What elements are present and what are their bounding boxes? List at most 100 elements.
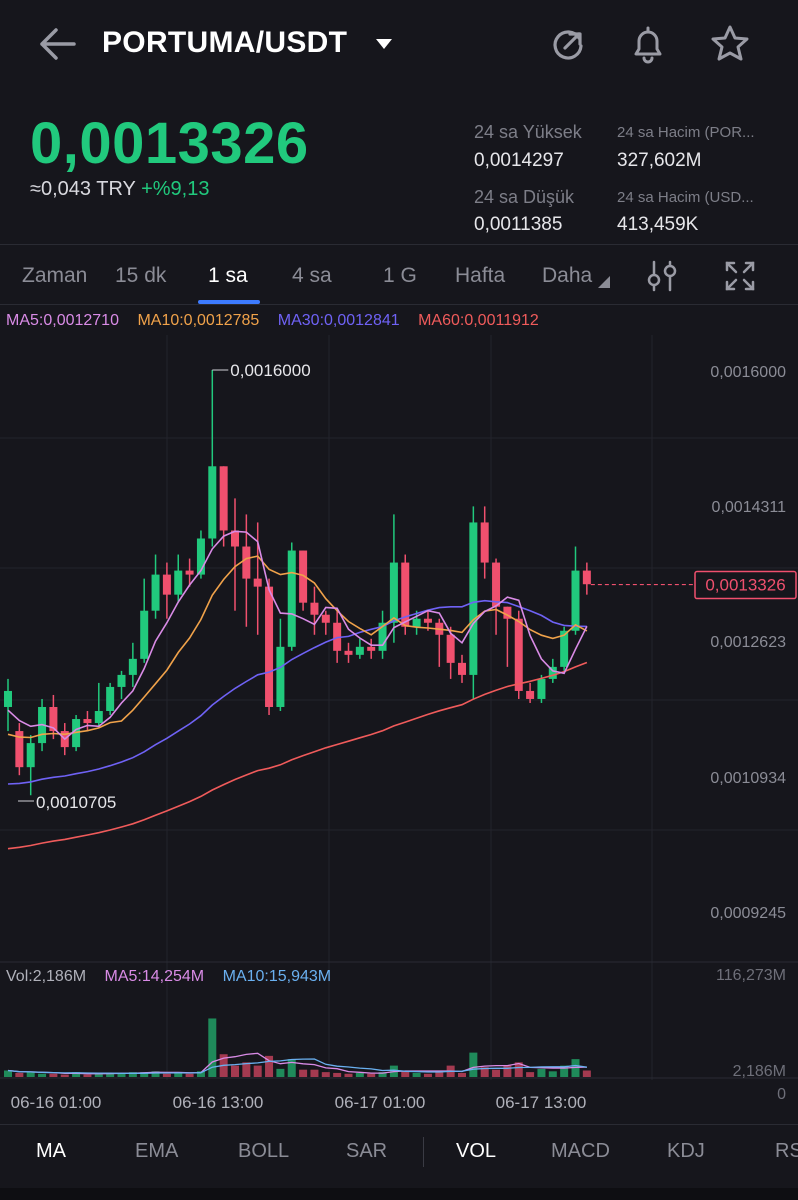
ma5-legend: MA5:0,0012710 bbox=[6, 312, 119, 329]
candle-body bbox=[560, 630, 569, 667]
volume-bar bbox=[582, 1070, 591, 1077]
candle-body bbox=[321, 614, 330, 623]
tab-4h[interactable]: 4 sa bbox=[292, 264, 332, 287]
more-caret-icon bbox=[598, 276, 610, 288]
candle-body bbox=[174, 570, 183, 595]
y-tick-label: 0,0016000 bbox=[710, 364, 786, 381]
candle-body bbox=[242, 546, 251, 579]
indicator-kdj[interactable]: KDJ bbox=[667, 1140, 705, 1162]
volume-bar bbox=[38, 1073, 47, 1077]
indicator-macd[interactable]: MACD bbox=[551, 1140, 610, 1162]
ma60-legend: MA60:0,0011912 bbox=[418, 312, 539, 329]
tab-more[interactable]: Daha bbox=[542, 264, 593, 287]
indicator-boll[interactable]: BOLL bbox=[238, 1140, 290, 1162]
volume-bar bbox=[435, 1072, 444, 1077]
refresh-icon[interactable] bbox=[546, 22, 590, 66]
ma30-line bbox=[7, 599, 587, 785]
volume-bar bbox=[287, 1059, 296, 1077]
vol-quote-value: 413,459K bbox=[617, 214, 699, 235]
caret-down-icon[interactable] bbox=[374, 36, 394, 52]
volume-bar bbox=[208, 1018, 217, 1077]
vol-base-value: 327,602M bbox=[617, 150, 702, 171]
ma60-line bbox=[7, 661, 588, 850]
candle-body bbox=[196, 538, 205, 575]
volume-bar bbox=[492, 1069, 501, 1077]
volume-bar bbox=[526, 1072, 535, 1077]
candle-body bbox=[412, 618, 421, 627]
pair-title[interactable]: PORTUMA/USDT bbox=[102, 26, 348, 59]
indicator-sar[interactable]: SAR bbox=[346, 1140, 388, 1162]
star-icon[interactable] bbox=[708, 22, 752, 66]
volume-bar bbox=[355, 1072, 364, 1077]
tab-time[interactable]: Zaman bbox=[22, 264, 88, 287]
candle-body bbox=[287, 550, 296, 647]
volume-bar bbox=[83, 1074, 92, 1077]
volume-bar bbox=[151, 1071, 160, 1077]
divider bbox=[0, 1124, 798, 1125]
volume-bar bbox=[469, 1052, 478, 1077]
candle-body bbox=[265, 586, 274, 707]
tab-1h[interactable]: 1 sa bbox=[208, 264, 248, 287]
tab-15m[interactable]: 15 dk bbox=[115, 264, 167, 287]
tab-week[interactable]: Hafta bbox=[455, 264, 506, 287]
indicator-vol[interactable]: VOL bbox=[456, 1140, 497, 1162]
candle-body bbox=[423, 618, 432, 623]
candle-body bbox=[231, 530, 239, 547]
volume-bar bbox=[253, 1065, 262, 1077]
volume-bar bbox=[321, 1072, 330, 1077]
candle-body bbox=[83, 719, 92, 724]
volume-axis-zero: 0 bbox=[777, 1086, 786, 1103]
candle-body bbox=[219, 466, 228, 531]
volume-bar bbox=[128, 1072, 137, 1077]
candle-body bbox=[355, 646, 364, 655]
indicator-rsi[interactable]: RSI bbox=[775, 1140, 798, 1162]
volume-bar bbox=[117, 1072, 126, 1077]
volume-bar bbox=[458, 1072, 466, 1077]
y-tick-label: 0,0014311 bbox=[712, 499, 787, 516]
indicator-settings-icon[interactable] bbox=[644, 260, 680, 292]
indicator-ema[interactable]: EMA bbox=[135, 1140, 179, 1162]
change-percent: +%9,13 bbox=[141, 178, 210, 200]
candle-body bbox=[469, 522, 478, 675]
candle-body bbox=[117, 674, 126, 687]
volume-bar bbox=[310, 1069, 319, 1077]
indicator-divider bbox=[423, 1137, 424, 1167]
volume-bar bbox=[367, 1073, 376, 1077]
volume-bar bbox=[4, 1070, 12, 1077]
candle-body bbox=[26, 743, 35, 768]
volume-bar bbox=[140, 1072, 149, 1077]
volume-axis-current: 2,186M bbox=[733, 1063, 786, 1080]
volume-bar bbox=[72, 1072, 81, 1077]
tab-1d[interactable]: 1 G bbox=[383, 264, 417, 287]
bottom-bar bbox=[0, 1188, 798, 1200]
volume-bar bbox=[378, 1072, 387, 1077]
volume-bar bbox=[480, 1067, 489, 1077]
vol-ma5-legend: MA5:14,254M bbox=[104, 968, 205, 985]
ma10-legend: MA10:0,0012785 bbox=[137, 312, 260, 329]
approx-value: ≈0,043 bbox=[30, 178, 92, 200]
candle-body bbox=[582, 570, 591, 585]
volume-bar bbox=[401, 1070, 410, 1077]
ma10-line bbox=[7, 555, 588, 739]
volume-bar bbox=[185, 1073, 194, 1077]
active-tab-indicator bbox=[198, 300, 260, 304]
volume-bar bbox=[242, 1062, 251, 1077]
volume-bar bbox=[571, 1059, 580, 1077]
candlestick-chart[interactable]: 0,0016000 0,0014311 0,0012623 0,0010934 0,00… bbox=[0, 330, 798, 1110]
candle-body bbox=[49, 706, 58, 732]
indicator-ma[interactable]: MA bbox=[36, 1140, 66, 1162]
y-tick-label: 0,0012623 bbox=[710, 634, 786, 651]
candle-body bbox=[162, 574, 171, 595]
fullscreen-icon[interactable] bbox=[724, 260, 756, 292]
currency-label: TRY bbox=[96, 178, 136, 200]
last-price: 0,0013326 bbox=[30, 111, 309, 176]
x-tick-label: 06-16 01:00 bbox=[11, 1093, 102, 1110]
volume-bar bbox=[26, 1072, 35, 1077]
y-tick-label: 0,0009245 bbox=[710, 905, 786, 922]
ma5-line bbox=[7, 530, 588, 741]
back-arrow-icon[interactable] bbox=[36, 26, 80, 62]
volume-bar bbox=[94, 1073, 103, 1077]
bell-icon[interactable] bbox=[626, 22, 670, 66]
candle-body bbox=[492, 562, 501, 607]
candle-body bbox=[333, 622, 342, 651]
